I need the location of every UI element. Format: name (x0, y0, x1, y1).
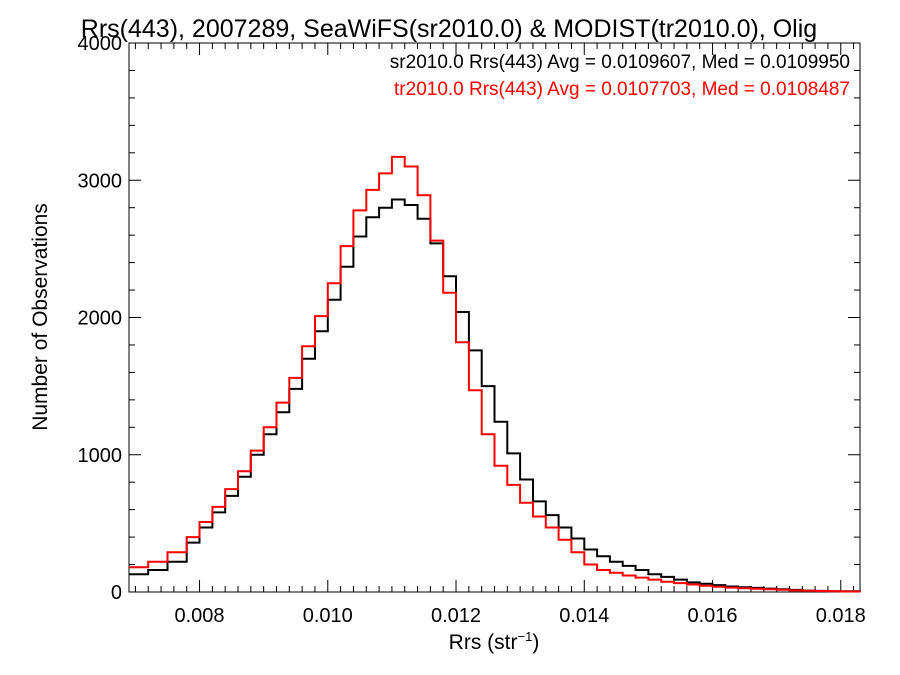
y-tick-label: 1000 (78, 445, 123, 467)
series-layer (129, 155, 861, 593)
x-tick-label: 0.016 (687, 605, 737, 627)
y-tick-label: 3000 (78, 170, 123, 192)
x-axis-label-end: ) (532, 631, 539, 654)
legend-entry-sr2010: sr2010.0 Rrs(443) Avg = 0.0109607, Med =… (390, 52, 850, 73)
x-tick-label: 0.010 (303, 605, 353, 627)
y-tick-label: 2000 (78, 308, 123, 330)
x-axis-label-superscript: −1 (518, 629, 533, 644)
x-axis-label: Rrs (str−1) (449, 629, 540, 654)
x-axis-label-main: Rrs (str (449, 631, 518, 654)
y-axis-label: Number of Observations (29, 203, 52, 431)
chart-title: Rrs(443), 2007289, SeaWiFS(sr2010.0) & M… (81, 15, 817, 43)
x-tick-label: 0.012 (431, 605, 481, 627)
x-tick-label: 0.008 (175, 605, 225, 627)
y-tick-label: 4000 (78, 33, 123, 55)
legend-entry-tr2010: tr2010.0 Rrs(443) Avg = 0.0107703, Med =… (394, 79, 850, 100)
plot-frame (128, 42, 861, 593)
series-line-1 (129, 155, 861, 593)
axis-ticks: 0.008 0.010 0.012 0.014 0.016 0.018 0 1000 2000 3… (78, 33, 866, 627)
x-tick-label: 0.014 (559, 605, 609, 627)
y-tick-label: 0 (111, 582, 122, 604)
x-tick-label: 0.018 (816, 605, 866, 627)
series-line-0 (129, 198, 861, 593)
